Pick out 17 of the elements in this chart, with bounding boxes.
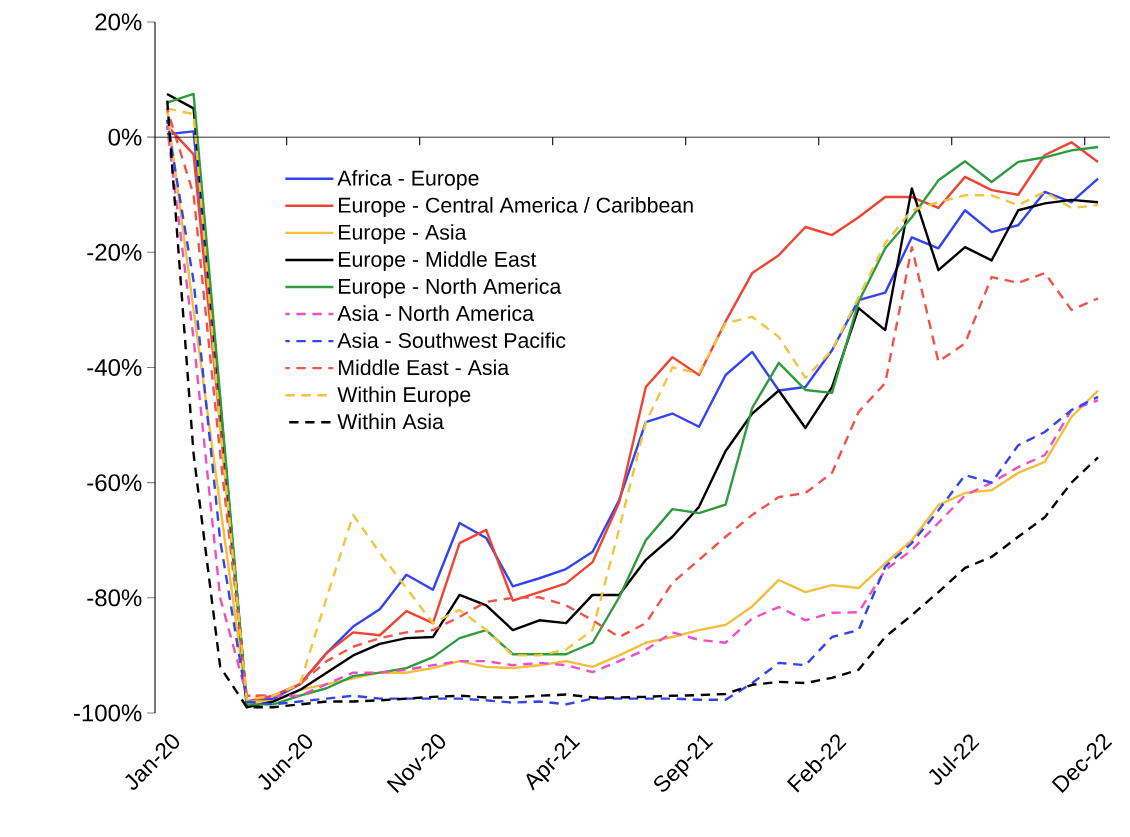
y-tick-label: 0% <box>108 128 142 146</box>
legend-label: Europe - Central America / Caribbean <box>339 197 693 217</box>
y-tick-label: -40% <box>87 358 142 376</box>
legend-label: Asia - North America <box>337 305 535 321</box>
legend-label: Europe - North America <box>339 278 562 299</box>
y-tick-label: -100% <box>73 704 142 722</box>
legend-label: Asia - Southwest Pacific <box>337 332 566 349</box>
y-tick-label: -20% <box>87 243 142 261</box>
legend-label: Europe - Middle East <box>339 251 537 272</box>
y-tick-label: -60% <box>87 474 142 492</box>
legend-label: Europe - Asia <box>339 224 467 245</box>
legend-label: Within Asia <box>337 413 444 430</box>
legend-label: Middle East - Asia <box>339 359 510 376</box>
y-tick-label: 20% <box>95 13 142 31</box>
legend-label: Within Europe <box>337 386 471 407</box>
y-tick-label: -80% <box>87 589 142 607</box>
legend-label: Africa - Europe <box>337 170 479 190</box>
